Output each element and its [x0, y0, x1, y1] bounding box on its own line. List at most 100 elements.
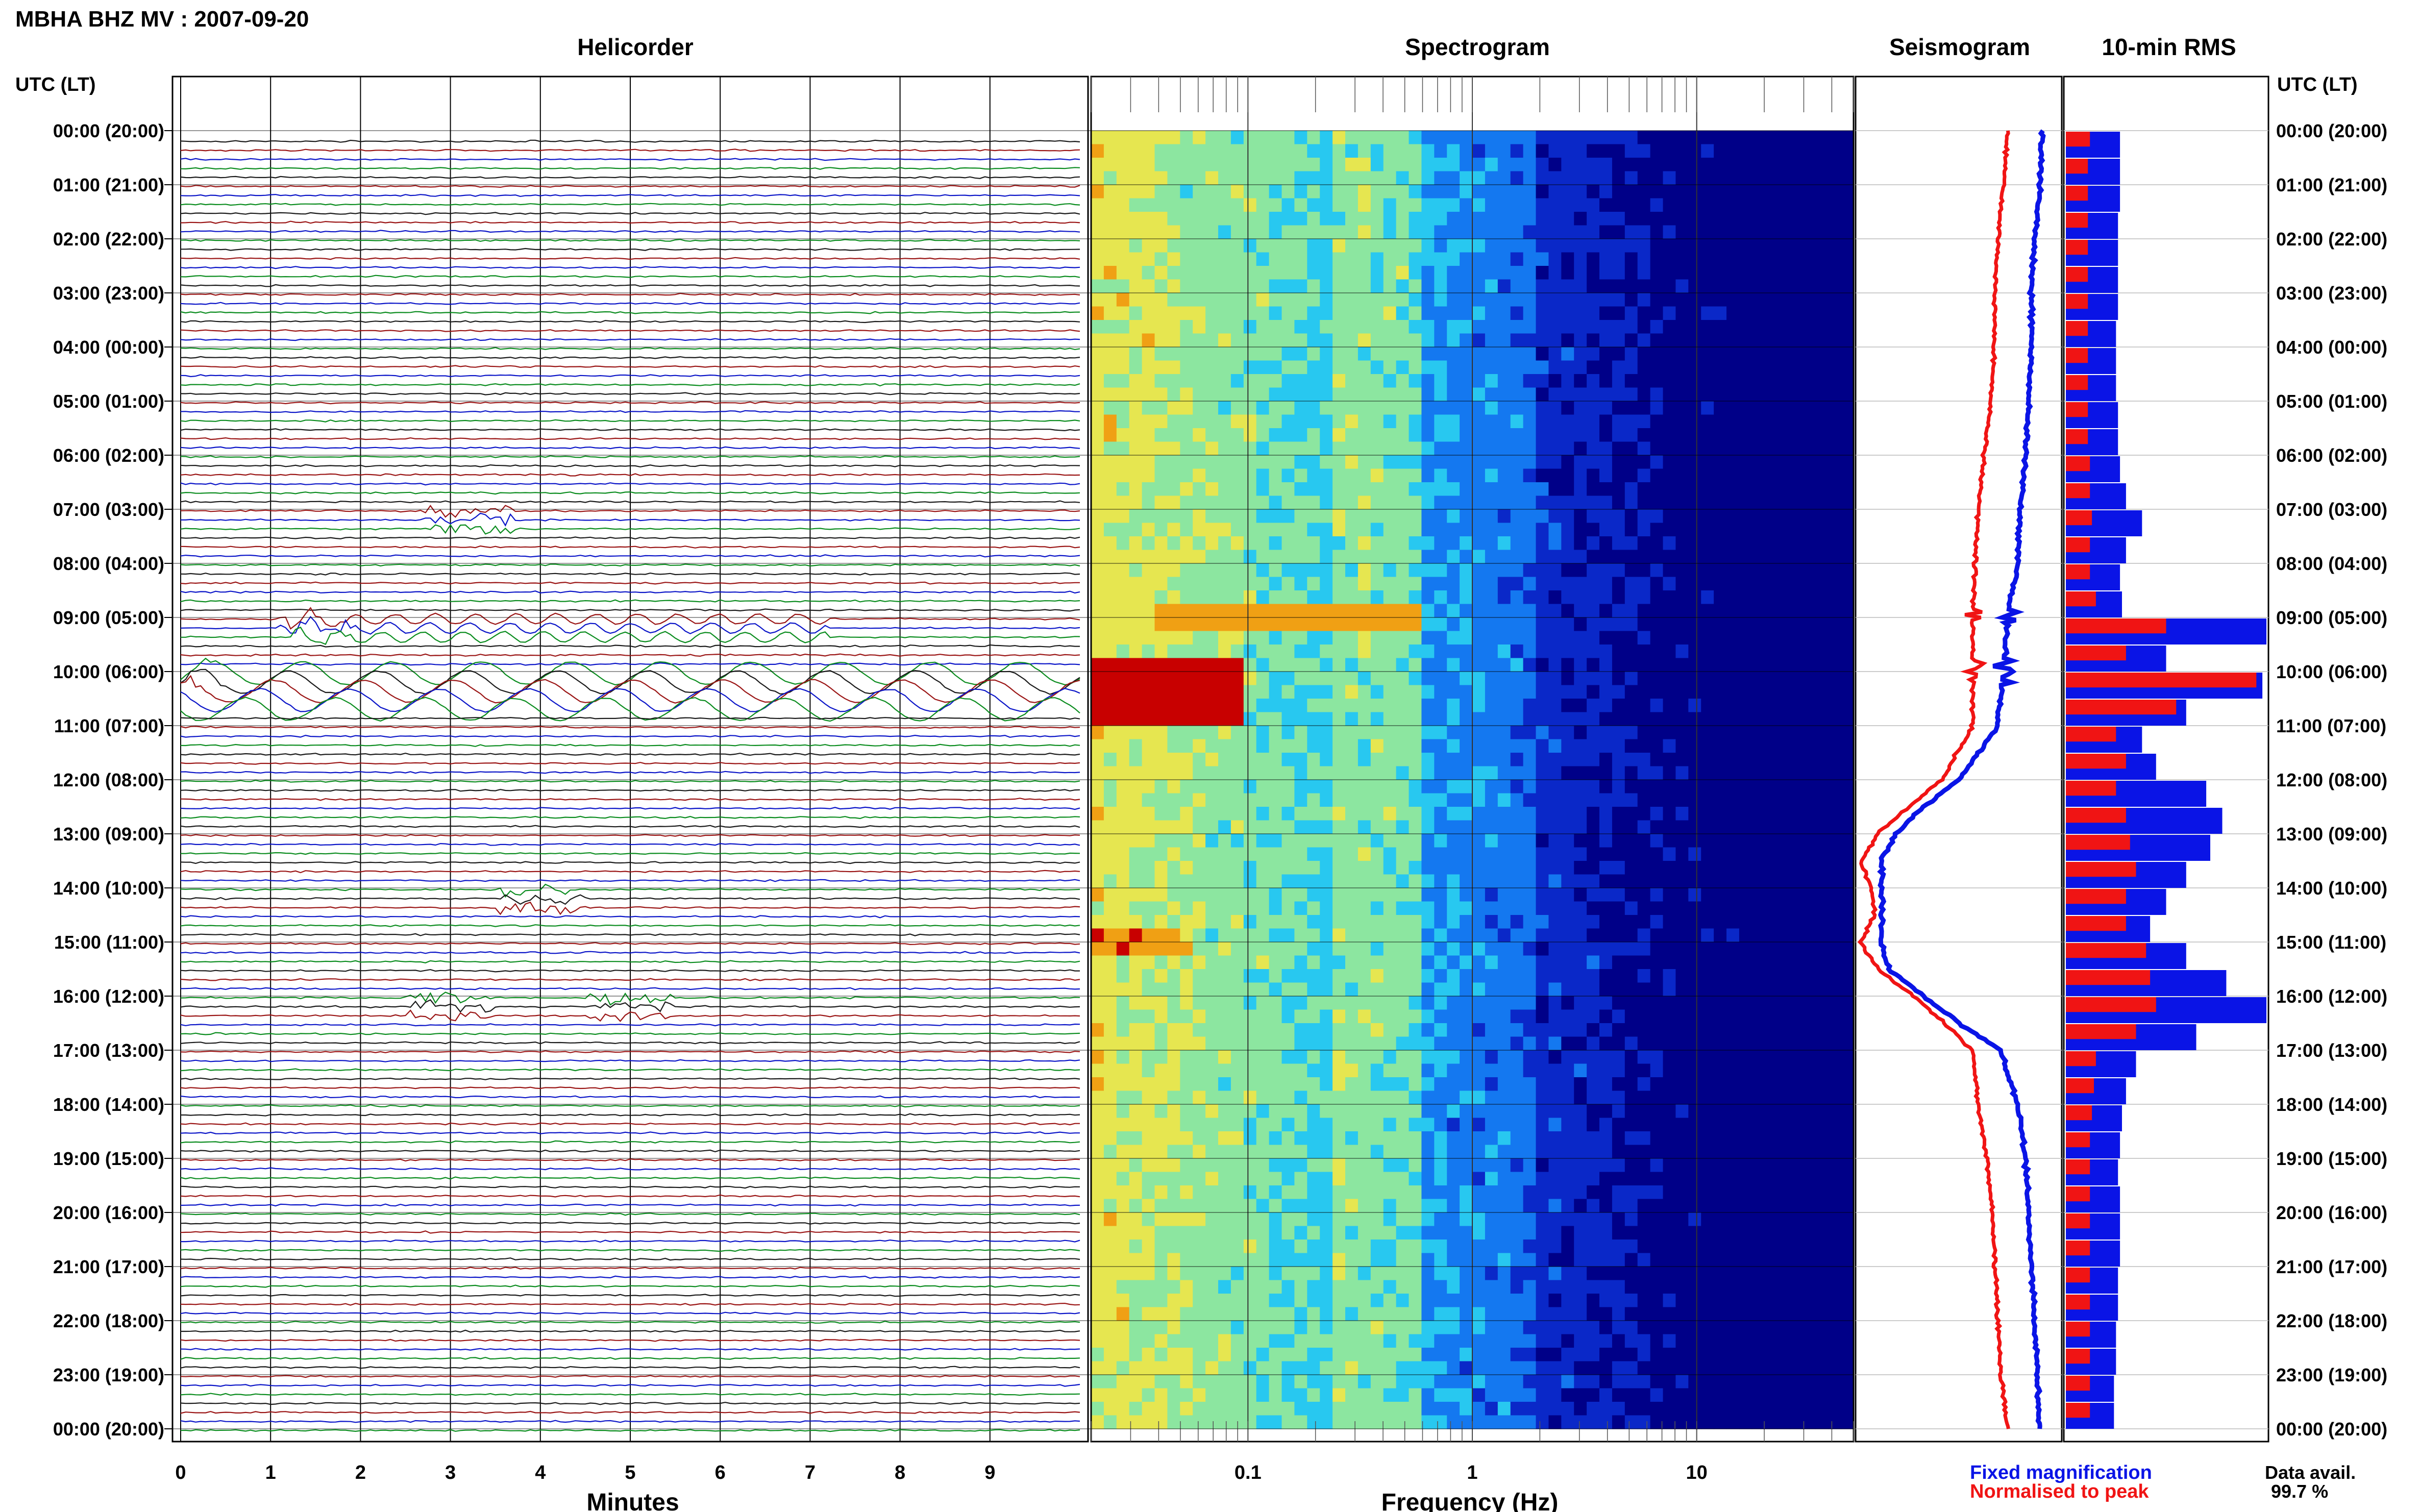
- spectrogram-cell: [1167, 928, 1180, 943]
- spectrogram-cell: [1612, 807, 1625, 821]
- spectrogram-cell: [1790, 1131, 1803, 1146]
- spectrogram-cell: [1472, 333, 1486, 348]
- spectrogram-cell: [1345, 252, 1359, 266]
- spectrogram-cell: [1409, 1199, 1422, 1213]
- spectrogram-cell: [1180, 428, 1193, 442]
- spectrogram-cell: [1167, 441, 1180, 456]
- spectrogram-cell: [1332, 996, 1346, 1010]
- spectrogram-cell: [1091, 1050, 1104, 1064]
- spectrogram-cell: [1485, 563, 1498, 578]
- spectrogram-cell: [1421, 820, 1435, 834]
- spectrogram-cell: [1650, 888, 1664, 902]
- spectrogram-cell: [1167, 563, 1180, 578]
- spectrogram-cell: [1205, 672, 1219, 686]
- spectrogram-cell: [1841, 712, 1854, 726]
- spectrogram-cell: [1357, 401, 1371, 415]
- spectrogram-cell: [1688, 874, 1701, 888]
- spectrogram-cell: [1637, 239, 1651, 253]
- spectrogram-cell: [1396, 766, 1410, 780]
- spectrogram-cell: [1497, 915, 1511, 929]
- spectrogram-cell: [1383, 239, 1397, 253]
- spectrogram-cell: [1663, 563, 1676, 578]
- spectrogram-cell: [1561, 306, 1574, 320]
- spectrogram-cell: [1561, 874, 1574, 888]
- spectrogram-cell: [1536, 239, 1549, 253]
- spectrogram-cell: [1714, 969, 1727, 983]
- spectrogram-cell: [1421, 509, 1435, 524]
- spectrogram-cell: [1243, 374, 1257, 388]
- spectrogram-cell: [1345, 374, 1359, 388]
- spectrogram-cell: [1777, 320, 1791, 334]
- spectrogram-cell: [1624, 1090, 1638, 1105]
- spectrogram-cell: [1561, 969, 1574, 983]
- spectrogram-cell: [1129, 171, 1143, 185]
- spectrogram-cell: [1332, 1036, 1346, 1051]
- spectrogram-cell: [1167, 279, 1180, 293]
- spectrogram-cell: [1332, 617, 1346, 632]
- spectrogram-cell: [1739, 212, 1752, 226]
- spectrogram-cell: [1447, 712, 1460, 726]
- helicorder-trace: [180, 428, 1080, 432]
- spectrogram-cell: [1396, 320, 1410, 334]
- spectrogram-cell: [1675, 1145, 1689, 1159]
- spectrogram-cell: [1142, 631, 1155, 645]
- spectrogram-cell: [1256, 509, 1270, 524]
- helicorder-trace: [180, 302, 1080, 305]
- spectrogram-cell: [1841, 617, 1854, 632]
- spectrogram-cell: [1256, 185, 1270, 199]
- spectrogram-cell: [1612, 766, 1625, 780]
- spectrogram-cell: [1345, 1185, 1359, 1200]
- spectrogram-cell: [1739, 1104, 1752, 1119]
- spectrogram-cell: [1714, 1009, 1727, 1024]
- spectrogram-cell: [1599, 888, 1613, 902]
- spectrogram-cell: [1307, 847, 1320, 861]
- spectrogram-cell: [1116, 171, 1130, 185]
- spectrogram-cell: [1574, 428, 1587, 442]
- spectrogram-cell: [1574, 171, 1587, 185]
- spectrogram-cell: [1726, 212, 1740, 226]
- spectrogram-cell: [1510, 915, 1524, 929]
- spectrogram-cell: [1688, 1104, 1701, 1119]
- spectrogram-cell: [1663, 158, 1676, 172]
- spectrogram-cell: [1764, 333, 1778, 348]
- spectrogram-cell: [1599, 414, 1613, 429]
- spectrogram-cell: [1167, 225, 1180, 239]
- spectrogram-cell: [1460, 468, 1473, 483]
- spectrogram-cell: [1472, 1077, 1486, 1092]
- spectrogram-cell: [1243, 225, 1257, 239]
- spectrogram-cell: [1650, 820, 1664, 834]
- spectrogram-cell: [1269, 1172, 1282, 1186]
- spectrogram-cell: [1650, 536, 1664, 551]
- spectrogram-cell: [1510, 590, 1524, 605]
- spectrogram-cell: [1357, 1063, 1371, 1078]
- spectrogram-cell: [1803, 942, 1816, 956]
- spectrogram-cell: [1688, 279, 1701, 293]
- spectrogram-cell: [1485, 536, 1498, 551]
- spectrogram-cell: [1701, 563, 1714, 578]
- spectrogram-cell: [1701, 590, 1714, 605]
- spectrogram-cell: [1663, 347, 1676, 361]
- spectrogram-cell: [1637, 631, 1651, 645]
- spectrogram-cell: [1841, 1050, 1854, 1064]
- spectrogram-cell: [1205, 1212, 1219, 1227]
- spectrogram-cell: [1434, 807, 1447, 821]
- spectrogram-cell: [1714, 360, 1727, 375]
- spectrogram-cell: [1841, 1158, 1854, 1173]
- spectrogram-cell: [1841, 1104, 1854, 1119]
- spectrogram-cell: [1345, 239, 1359, 253]
- spectrogram-cell: [1269, 726, 1282, 740]
- spectrogram-cell: [1142, 915, 1155, 929]
- spectrogram-cell: [1751, 414, 1765, 429]
- spectrogram-cell: [1841, 306, 1854, 320]
- spectrogram-cell: [1841, 780, 1854, 794]
- spectrogram-cell: [1205, 185, 1219, 199]
- spectrogram-cell: [1294, 1063, 1307, 1078]
- spectrogram-cell: [1663, 1199, 1676, 1213]
- spectrogram-cell: [1714, 1185, 1727, 1200]
- helicorder-trace: [180, 1375, 1080, 1378]
- spectrogram-cell: [1409, 360, 1422, 375]
- spectrogram-cell: [1193, 1036, 1206, 1051]
- spectrogram-cell: [1675, 239, 1689, 253]
- helicorder-trace: [180, 1410, 1080, 1414]
- spectrogram-cell: [1574, 414, 1587, 429]
